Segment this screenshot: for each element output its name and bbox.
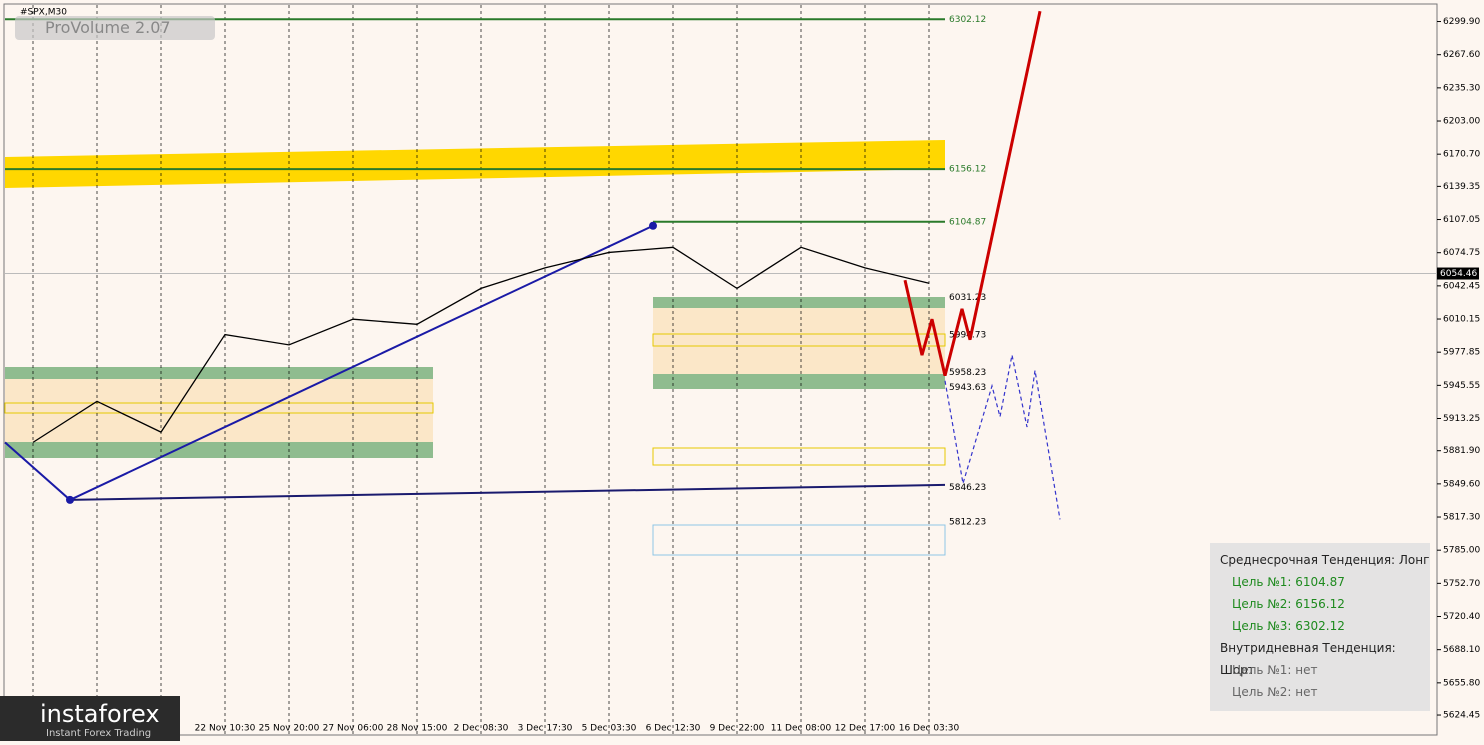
y-tick-label: 6010.15 (1443, 315, 1480, 325)
zone (653, 300, 945, 385)
series-line (903, 10, 1042, 377)
x-tick-label: 2 Dec 08:30 (454, 724, 509, 734)
panel-line: Цель №2: нет (1232, 685, 1318, 699)
y-tick-label: 5688.10 (1443, 645, 1480, 655)
indicator-label: ProVolume 2.07 (15, 16, 215, 40)
level-label: 6156.12 (949, 165, 986, 175)
level-label: 5943.63 (949, 383, 986, 393)
y-tick-label: 5817.30 (1443, 513, 1480, 523)
x-tick-label: 11 Dec 08:00 (771, 724, 832, 734)
panel-line: Внутридневная Тенденция: Шорт (1220, 641, 1396, 677)
current-price-box (1437, 267, 1479, 280)
y-tick-label: 6170.70 (1443, 150, 1480, 160)
panel-line: Цель №2: 6156.12 (1232, 597, 1345, 611)
x-tick-label: 3 Dec 17:30 (518, 724, 573, 734)
y-tick-label: 6235.30 (1443, 83, 1480, 93)
logo: instaforex Instant Forex Trading (0, 696, 180, 741)
series-line (944, 354, 1061, 520)
level-label: 5958.23 (949, 368, 986, 378)
info-panel: Среднесрочная Тенденция: Лонг Цель №1: 61… (1210, 543, 1430, 711)
swing-point (649, 221, 657, 230)
x-tick-label: 22 Nov 10:30 (195, 724, 256, 734)
y-tick-label: 6107.05 (1443, 215, 1480, 225)
y-tick-label: 5752.70 (1443, 579, 1480, 589)
level-label: 6302.12 (949, 15, 986, 25)
logo-sub: Instant Forex Trading (46, 728, 152, 739)
y-tick-label: 5849.60 (1443, 479, 1480, 489)
level-label: 5846.23 (949, 483, 986, 493)
zone-edge (653, 297, 945, 308)
y-tick-label: 5655.80 (1443, 678, 1480, 688)
chart-title: #SPX,M30 (20, 8, 67, 18)
y-tick-label: 5624.45 (1443, 711, 1480, 721)
y-tick-label: 5913.25 (1443, 414, 1480, 424)
y-tick-label: 5881.90 (1443, 446, 1480, 456)
y-tick-label: 6299.90 (1443, 17, 1480, 27)
box (652, 447, 946, 466)
x-tick-label: 25 Nov 20:00 (259, 724, 320, 734)
y-tick-label: 5945.55 (1443, 381, 1480, 391)
box (652, 333, 946, 347)
panel-line: Цель №3: 6302.12 (1232, 619, 1345, 633)
x-tick-label: 27 Nov 06:00 (323, 724, 384, 734)
x-tick-label: 5 Dec 03:30 (582, 724, 637, 734)
zone-edge (5, 442, 433, 458)
trend-line (69, 483, 946, 501)
panel-line: Среднесрочная Тенденция: Лонг (1220, 553, 1430, 567)
level-label: 5812.23 (949, 518, 986, 528)
x-tick-label: 16 Dec 03:30 (899, 724, 960, 734)
x-tick-label: 28 Nov 15:00 (387, 724, 448, 734)
current-price-label: 6054.46 (1440, 269, 1477, 279)
series-line (32, 246, 930, 443)
box (4, 402, 434, 414)
swing-point (66, 495, 74, 504)
panel-line: Цель №1: нет (1232, 663, 1318, 677)
y-tick-label: 5785.00 (1443, 546, 1480, 556)
zone-edge (653, 374, 945, 389)
y-tick-label: 6139.35 (1443, 182, 1480, 192)
y-tick-label: 6042.45 (1443, 281, 1480, 291)
y-tick-label: 6074.75 (1443, 248, 1480, 258)
x-tick-label: 9 Dec 22:00 (710, 724, 765, 734)
box (652, 524, 946, 556)
x-tick-label: 12 Dec 17:00 (835, 724, 896, 734)
panel-line: Цель №1: 6104.87 (1232, 575, 1345, 589)
zone (5, 375, 433, 453)
logo-text: instaforex (40, 700, 160, 728)
x-tick-label: 6 Dec 12:30 (646, 724, 701, 734)
y-tick-label: 6203.00 (1443, 117, 1480, 127)
y-tick-label: 5977.85 (1443, 348, 1480, 358)
zone-edge (5, 367, 433, 379)
resistance-band (5, 140, 945, 188)
y-tick-label: 6267.60 (1443, 50, 1480, 60)
level-label: 6031.23 (949, 293, 986, 303)
level-label: 6104.87 (949, 217, 986, 227)
y-tick-label: 5720.40 (1443, 612, 1480, 622)
